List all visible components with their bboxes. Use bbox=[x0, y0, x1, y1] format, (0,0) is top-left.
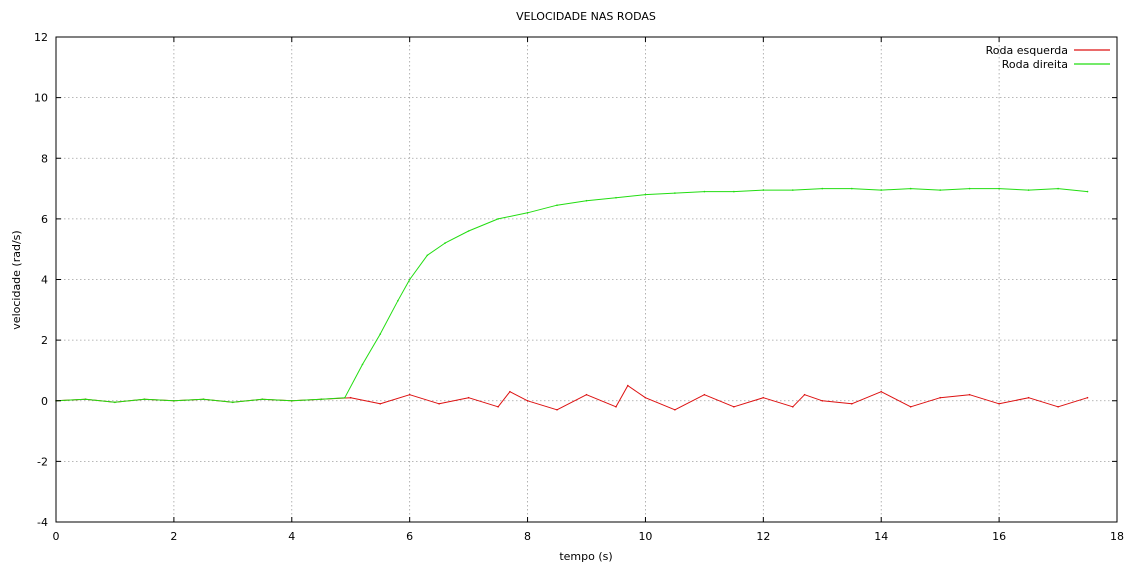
data-point bbox=[851, 403, 853, 405]
data-point bbox=[803, 393, 806, 396]
data-point bbox=[792, 189, 794, 191]
x-tick-label: 18 bbox=[1110, 530, 1124, 543]
y-tick-label: -4 bbox=[37, 516, 48, 529]
data-point bbox=[851, 187, 853, 190]
y-tick-label: 4 bbox=[41, 274, 48, 287]
data-point bbox=[320, 398, 323, 401]
data-point bbox=[526, 400, 529, 402]
data-point bbox=[408, 393, 411, 396]
y-tick-label: 12 bbox=[34, 31, 48, 44]
data-point bbox=[467, 396, 470, 399]
data-point bbox=[349, 396, 352, 399]
data-point bbox=[1057, 187, 1059, 190]
series-line-1 bbox=[55, 385, 1088, 411]
legend-label: Roda esquerda bbox=[986, 44, 1068, 57]
y-tick-label: 2 bbox=[41, 334, 48, 347]
data-point bbox=[261, 398, 264, 401]
plot-frame bbox=[55, 36, 1118, 523]
data-point bbox=[968, 187, 971, 190]
data-point bbox=[968, 393, 971, 396]
x-tick-label: 0 bbox=[53, 530, 60, 543]
data-point bbox=[509, 390, 511, 393]
y-tick-label: 8 bbox=[41, 152, 48, 165]
data-point bbox=[379, 333, 382, 335]
data-point bbox=[909, 406, 912, 408]
x-axis-label: tempo (s) bbox=[559, 550, 612, 563]
data-point bbox=[703, 190, 706, 193]
data-point bbox=[143, 398, 146, 401]
data-point bbox=[821, 400, 824, 402]
data-point bbox=[467, 230, 470, 232]
data-point bbox=[526, 212, 529, 214]
data-point bbox=[497, 218, 499, 220]
data-point bbox=[909, 187, 912, 190]
data-point bbox=[344, 396, 346, 399]
data-point bbox=[1027, 396, 1030, 399]
data-point bbox=[615, 196, 617, 199]
x-tick-label: 12 bbox=[756, 530, 770, 543]
x-tick-label: 4 bbox=[288, 530, 295, 543]
data-point bbox=[762, 189, 765, 191]
data-point bbox=[674, 409, 676, 411]
y-tick-label: 6 bbox=[41, 213, 48, 226]
data-point bbox=[939, 396, 941, 399]
y-tick-label: 10 bbox=[34, 92, 48, 105]
data-point bbox=[998, 403, 1000, 405]
data-point bbox=[84, 398, 87, 401]
data-point bbox=[232, 401, 234, 404]
data-point bbox=[397, 299, 399, 302]
x-tick-label: 14 bbox=[874, 530, 888, 543]
grid bbox=[56, 37, 1117, 522]
data-point bbox=[615, 406, 617, 408]
data-point bbox=[762, 396, 765, 399]
data-point bbox=[733, 190, 735, 193]
data-point bbox=[497, 406, 499, 408]
data-point bbox=[361, 363, 364, 366]
data-point bbox=[821, 187, 824, 190]
data-point bbox=[202, 398, 205, 401]
y-axis-label: velocidade (rad/s) bbox=[10, 230, 23, 329]
chart-title: VELOCIDADE NAS RODAS bbox=[516, 10, 656, 23]
x-tick-label: 6 bbox=[406, 530, 413, 543]
data-point bbox=[444, 242, 446, 244]
data-point bbox=[703, 393, 706, 396]
axis-ticks: 0 2 4 6 8 10 12 14 16 18 -4 -2 0 2 4 6 8 10 12 bbox=[34, 31, 1124, 543]
data-point bbox=[939, 189, 941, 191]
series-line-2 bbox=[55, 188, 1088, 403]
data-point bbox=[880, 390, 882, 393]
data-point bbox=[173, 400, 175, 402]
data-point bbox=[674, 192, 676, 194]
x-tick-label: 10 bbox=[638, 530, 652, 543]
data-point bbox=[644, 193, 647, 196]
data-point bbox=[792, 406, 794, 408]
data-point bbox=[408, 278, 411, 281]
data-point bbox=[438, 403, 440, 405]
data-point bbox=[880, 189, 882, 191]
data-point bbox=[585, 199, 588, 202]
data-point bbox=[291, 400, 293, 402]
data-point bbox=[1027, 189, 1030, 191]
data-point bbox=[379, 403, 382, 405]
data-point bbox=[585, 393, 588, 396]
legend-label: Roda direita bbox=[1002, 58, 1068, 71]
data-point bbox=[627, 384, 629, 387]
x-tick-label: 16 bbox=[992, 530, 1006, 543]
y-tick-label: 0 bbox=[41, 395, 48, 408]
data-point bbox=[556, 204, 558, 206]
data-point bbox=[998, 187, 1000, 190]
data-point bbox=[733, 406, 735, 408]
x-tick-label: 2 bbox=[170, 530, 177, 543]
data-point bbox=[426, 254, 429, 257]
series-group bbox=[55, 187, 1089, 411]
x-tick-label: 8 bbox=[524, 530, 531, 543]
data-point bbox=[1086, 396, 1089, 399]
data-point bbox=[1086, 190, 1089, 193]
y-tick-label: -2 bbox=[37, 455, 48, 468]
data-point bbox=[644, 396, 647, 399]
data-point bbox=[114, 401, 116, 404]
data-point bbox=[1057, 406, 1059, 408]
data-point bbox=[556, 409, 558, 411]
